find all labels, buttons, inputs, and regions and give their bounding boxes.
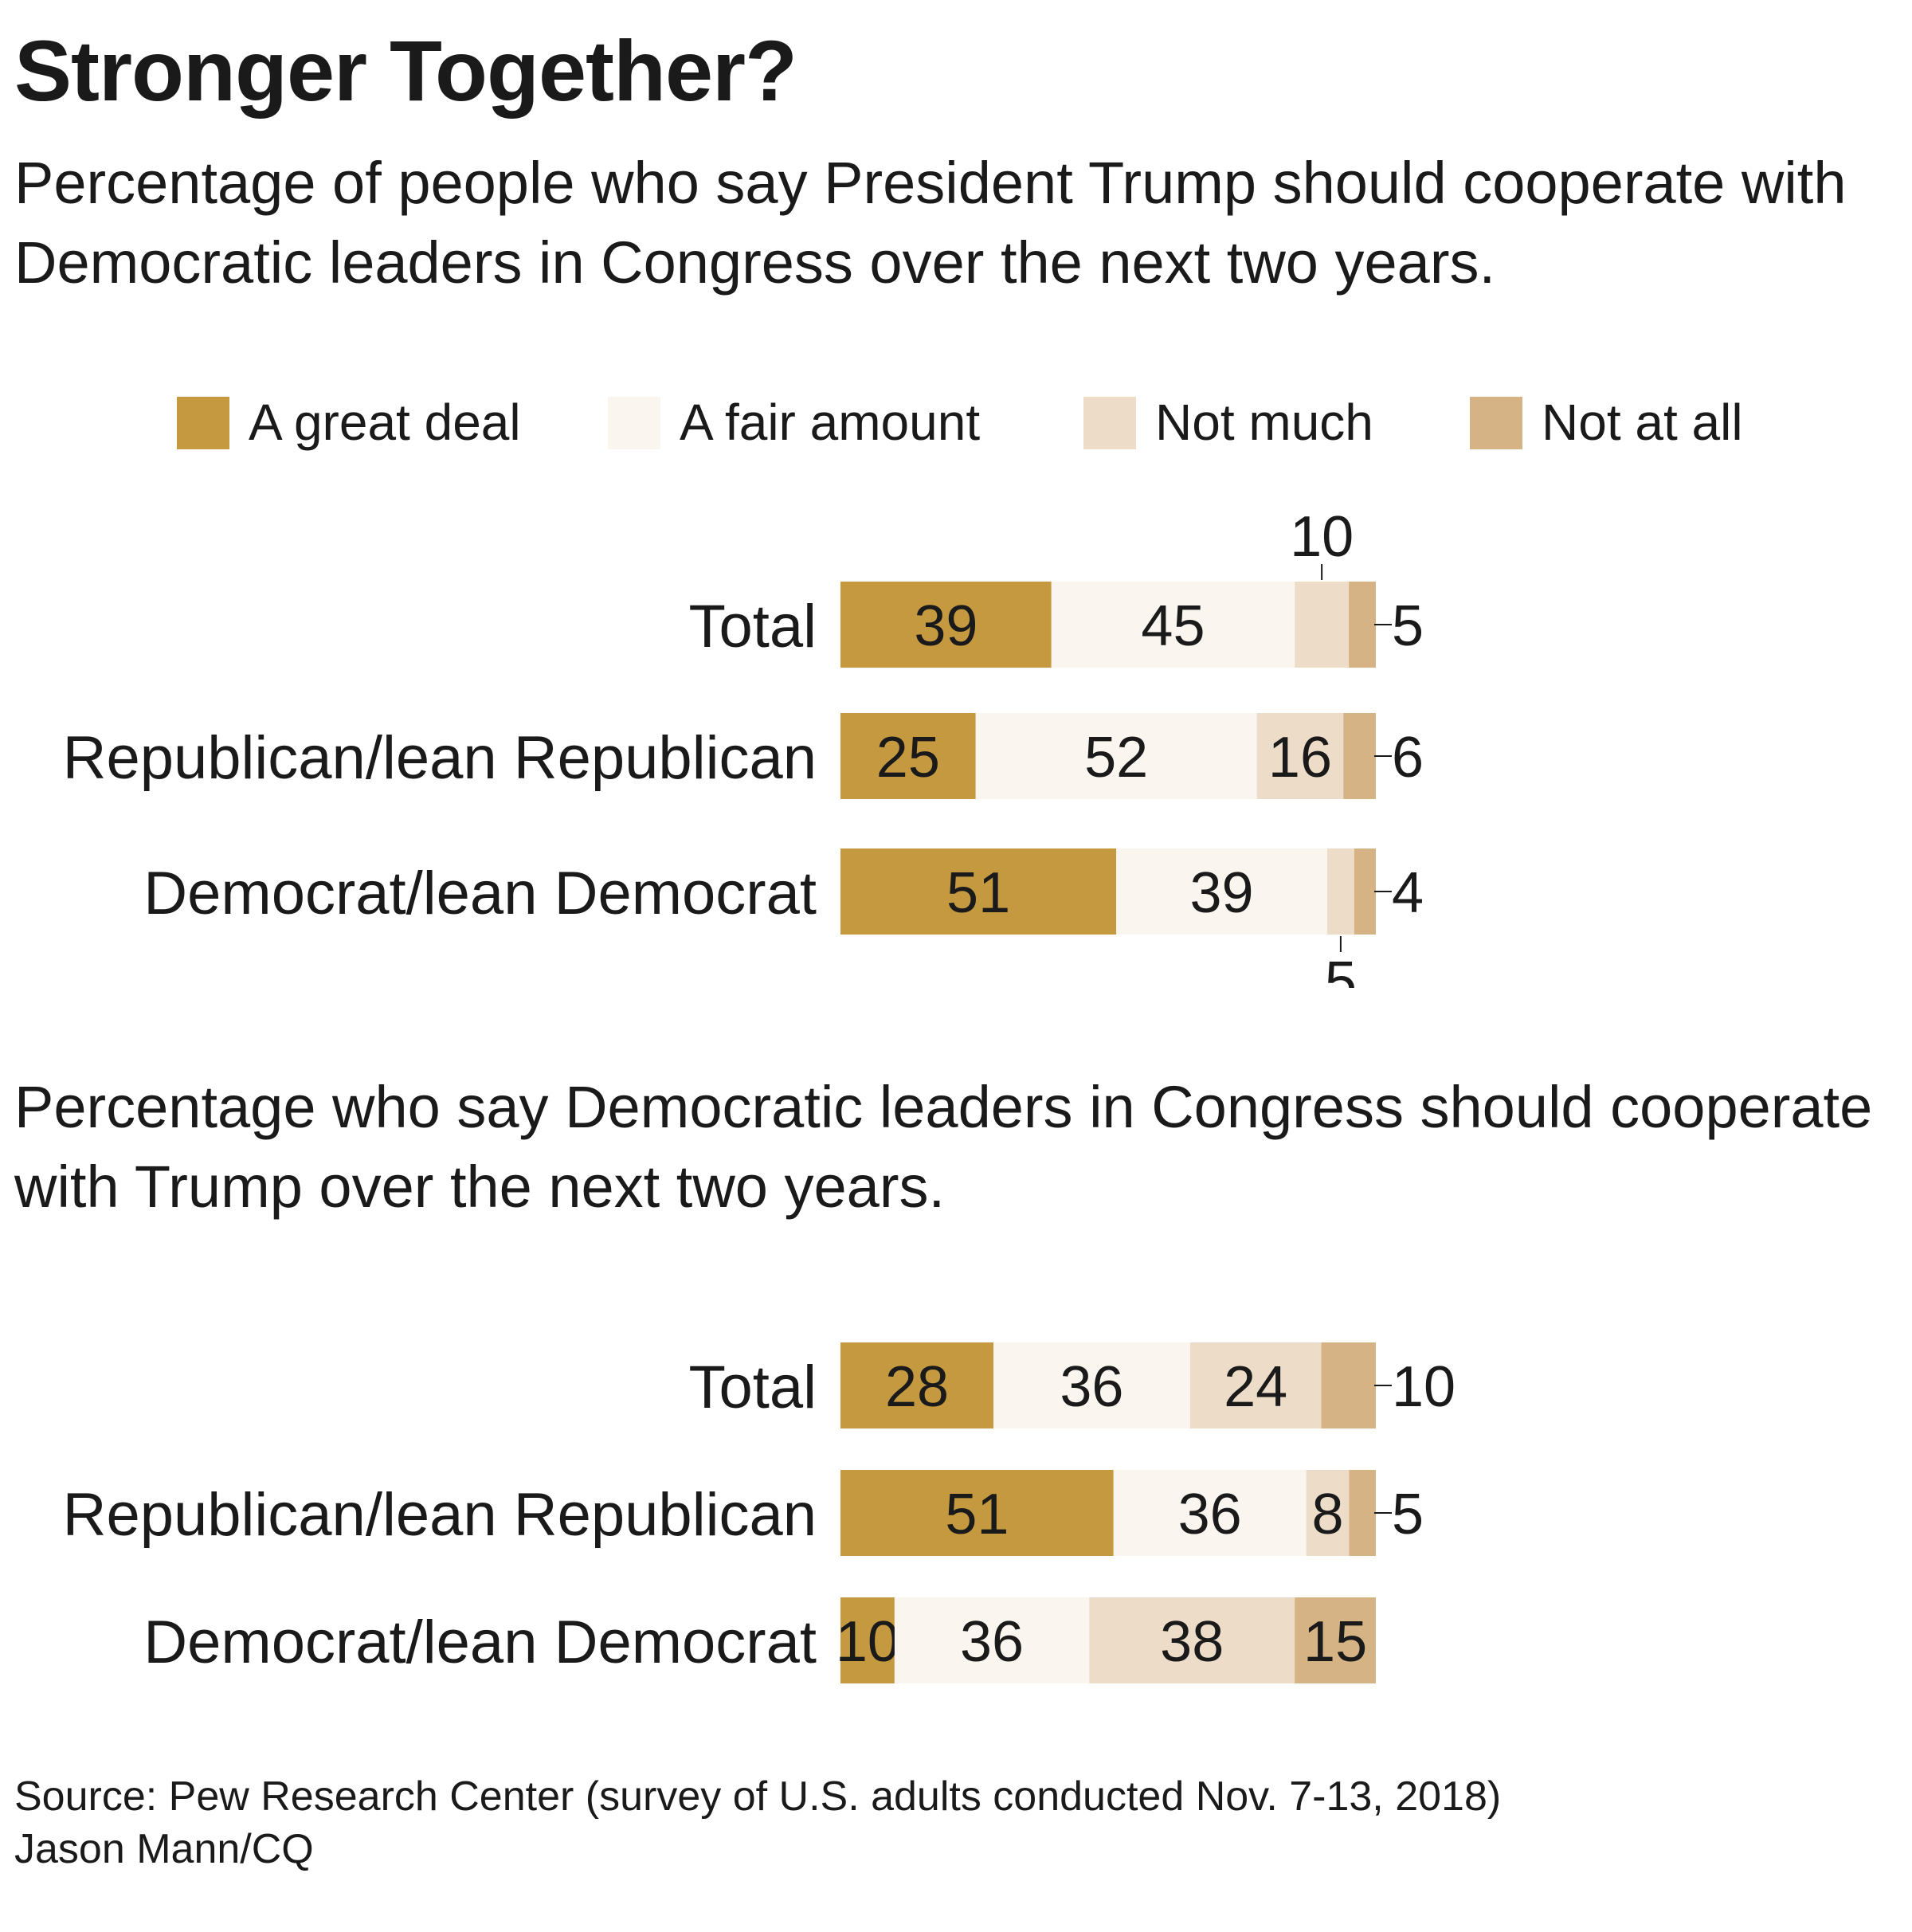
category-label-total: Total xyxy=(688,593,817,660)
legend-label-fair-amount: A fair amount xyxy=(680,394,981,451)
data-label-not-at-all-total: 10 xyxy=(1392,1355,1456,1419)
data-label-not-much-republican-lean-republican: 8 xyxy=(1311,1483,1343,1546)
data-label-not-at-all-democrat-lean-democrat: 15 xyxy=(1303,1610,1367,1674)
chart-1-subtitle: Percentage of people who say President T… xyxy=(14,150,1847,296)
data-label-not-much-total: 24 xyxy=(1224,1355,1287,1419)
chart-democrats-cooperate: Total 28 36 24 10 Republican/lean Republican 5… xyxy=(63,1342,1456,1683)
data-label-a-fair-amount-republican-lean-republican: 36 xyxy=(1178,1483,1242,1546)
category-label-republican-lean-republican: Republican/lean Republican xyxy=(63,1481,817,1549)
data-label-a-great-deal-republican-lean-republican: 25 xyxy=(876,726,940,790)
category-label-democrat-lean-democrat: Democrat/lean Democrat xyxy=(143,1609,817,1676)
bar-a-great-deal-total xyxy=(840,582,1052,668)
data-label-not-at-all-democrat-lean-democrat: 4 xyxy=(1392,861,1424,925)
legend-label-great-deal: A great deal xyxy=(249,394,521,451)
legend-swatch-not-much xyxy=(1083,397,1136,449)
legend-swatch-fair-amount xyxy=(608,397,660,449)
data-label-a-great-deal-democrat-lean-democrat: 10 xyxy=(836,1610,899,1674)
bar-not-much-republican-lean-republican xyxy=(1256,713,1344,799)
legend-swatch-not-at-all xyxy=(1470,397,1522,449)
bar-not-much-democrat-lean-democrat xyxy=(1089,1597,1295,1683)
bar-not-much-republican-lean-republican xyxy=(1306,1470,1350,1556)
bar-not-much-total xyxy=(1295,582,1350,668)
bar-not-at-all-republican-lean-republican xyxy=(1349,1470,1376,1556)
bar-a-fair-amount-democrat-lean-democrat xyxy=(1116,848,1327,935)
bar-a-fair-amount-republican-lean-republican xyxy=(1113,1470,1307,1556)
bar-a-great-deal-democrat-lean-democrat xyxy=(840,848,1117,935)
data-label-not-at-all-total: 5 xyxy=(1392,594,1424,658)
bar-not-at-all-total xyxy=(1349,582,1376,668)
data-label-a-fair-amount-republican-lean-republican: 52 xyxy=(1084,726,1148,790)
data-label-a-great-deal-republican-lean-republican: 51 xyxy=(945,1483,1009,1546)
data-label-a-fair-amount-total: 45 xyxy=(1141,594,1205,658)
data-label-not-much-republican-lean-republican: 16 xyxy=(1268,726,1332,790)
bar-not-at-all-democrat-lean-democrat xyxy=(1295,1597,1376,1683)
bar-a-great-deal-total xyxy=(840,1342,993,1428)
category-label-total: Total xyxy=(688,1354,817,1421)
data-label-not-at-all-republican-lean-republican: 5 xyxy=(1392,1483,1424,1546)
bar-a-fair-amount-democrat-lean-democrat xyxy=(894,1597,1090,1683)
data-label-not-much-democrat-lean-democrat: 5 xyxy=(1325,950,1357,988)
category-label-republican-lean-republican: Republican/lean Republican xyxy=(63,724,817,792)
data-label-not-much-democrat-lean-democrat: 38 xyxy=(1160,1610,1224,1674)
bar-a-great-deal-republican-lean-republican xyxy=(840,1470,1114,1556)
chart-title: Stronger Together? xyxy=(14,22,797,119)
bar-not-at-all-democrat-lean-democrat xyxy=(1354,848,1376,935)
data-label-a-fair-amount-democrat-lean-democrat: 39 xyxy=(1189,861,1253,925)
bar-not-at-all-republican-lean-republican xyxy=(1343,713,1376,799)
data-label-a-great-deal-total: 39 xyxy=(914,594,978,658)
legend: A great deal A fair amount Not much Not … xyxy=(0,394,1912,450)
bar-a-great-deal-republican-lean-republican xyxy=(840,713,976,799)
bar-a-great-deal-democrat-lean-democrat xyxy=(840,1597,895,1683)
bar-a-fair-amount-republican-lean-republican xyxy=(975,713,1257,799)
data-label-a-great-deal-democrat-lean-democrat: 51 xyxy=(946,861,1010,925)
category-label-democrat-lean-democrat: Democrat/lean Democrat xyxy=(143,860,817,927)
bar-a-fair-amount-total xyxy=(993,1342,1190,1428)
bar-a-fair-amount-total xyxy=(1051,582,1295,668)
legend-swatch-great-deal xyxy=(177,397,229,449)
bar-not-much-total xyxy=(1189,1342,1322,1428)
source-note: Source: Pew Research Center (survey of U… xyxy=(14,1773,1502,1820)
legend-label-not-at-all: Not at all xyxy=(1542,394,1743,451)
chart-2-subtitle: Percentage who say Democratic leaders in… xyxy=(14,1074,1873,1220)
bar-not-much-democrat-lean-democrat xyxy=(1326,848,1354,935)
credit-note: Jason Mann/CQ xyxy=(14,1826,314,1872)
data-label-a-great-deal-total: 28 xyxy=(885,1355,949,1419)
legend-label-not-much: Not much xyxy=(1155,394,1373,451)
data-label-a-fair-amount-total: 36 xyxy=(1060,1355,1123,1419)
data-label-a-fair-amount-democrat-lean-democrat: 36 xyxy=(960,1610,1024,1674)
bar-not-at-all-total xyxy=(1321,1342,1376,1428)
data-label-not-at-all-republican-lean-republican: 6 xyxy=(1392,726,1424,790)
data-label-not-much-total: 10 xyxy=(1290,505,1354,569)
